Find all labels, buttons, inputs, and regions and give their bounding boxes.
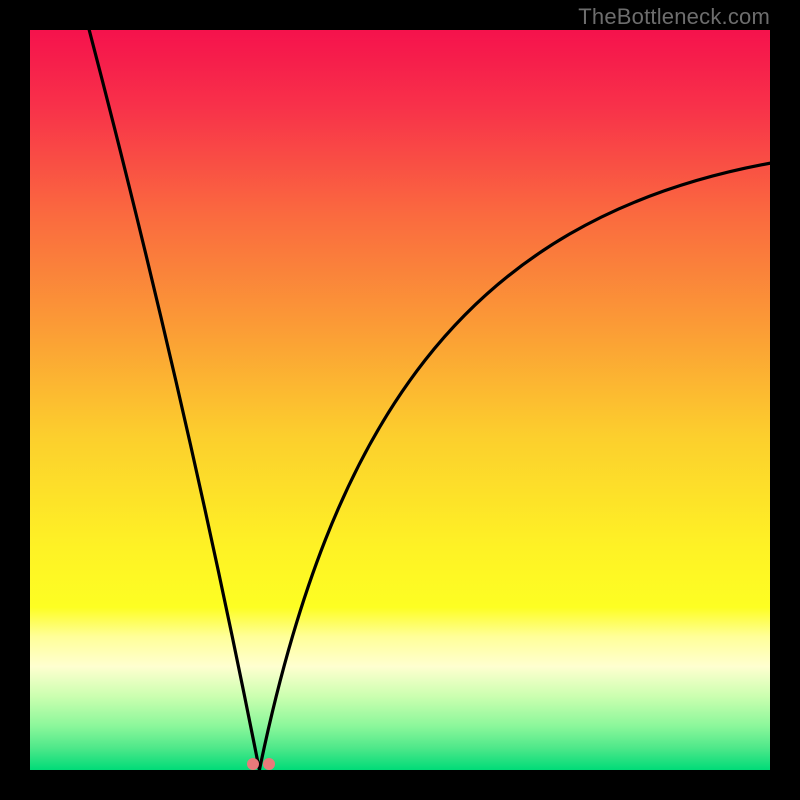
vertex-marker-a [247,758,259,770]
watermark-text: TheBottleneck.com [578,4,770,30]
chart-background [30,30,770,770]
chart-frame: TheBottleneck.com [0,0,800,800]
plot-svg [30,30,770,770]
plot-area [30,30,770,770]
vertex-marker-b [263,758,275,770]
